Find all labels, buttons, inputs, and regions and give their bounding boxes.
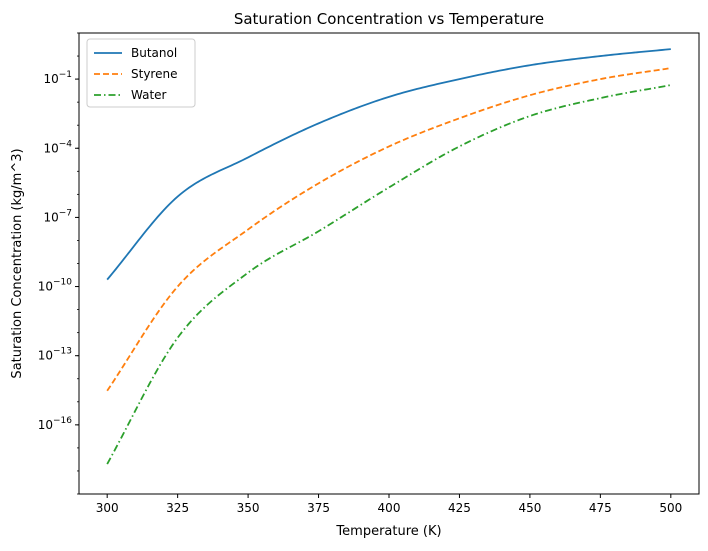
legend-label-butanol: Butanol — [131, 46, 177, 60]
y-tick-exponent: −4 — [59, 139, 73, 149]
y-tick-base: 10 — [43, 72, 58, 86]
y-tick-base: 10 — [43, 141, 58, 155]
x-tick-label: 425 — [448, 501, 471, 515]
chart-title: Saturation Concentration vs Temperature — [234, 10, 544, 28]
plot-area — [78, 32, 700, 495]
y-tick-base: 10 — [38, 349, 53, 363]
series-line-butanol — [106, 48, 671, 281]
series-layer — [106, 48, 671, 465]
x-tick-label: 475 — [589, 501, 612, 515]
y-axis-title: Saturation Concentration (kg/m^3) — [10, 148, 25, 378]
y-tick-label: 10−16 — [38, 416, 73, 432]
y-tick-label: 10−4 — [43, 139, 72, 155]
y-tick-exponent: −1 — [59, 70, 72, 80]
y-tick-base: 10 — [38, 280, 53, 294]
y-tick-label: 10−10 — [38, 278, 73, 294]
legend-label-water: Water — [131, 88, 167, 102]
series-line-water — [106, 84, 671, 465]
y-tick-exponent: −7 — [59, 208, 72, 218]
x-axis: 300 325 350 375 400 425 450 475 500 — [96, 494, 682, 515]
x-axis-title: Temperature (K) — [335, 524, 441, 539]
x-tick-label: 450 — [518, 501, 541, 515]
legend-label-styrene: Styrene — [131, 67, 177, 81]
y-tick-label: 10−13 — [38, 347, 72, 363]
x-tick-label: 400 — [378, 501, 401, 515]
x-tick-label: 300 — [96, 501, 119, 515]
y-tick-base: 10 — [43, 210, 58, 224]
x-tick-label: 375 — [307, 501, 330, 515]
y-tick-exponent: −16 — [53, 416, 72, 426]
legend: Butanol Styrene Water — [86, 38, 196, 108]
y-tick-exponent: −13 — [53, 347, 72, 357]
series-line-styrene — [106, 67, 671, 392]
y-tick-label: 10−7 — [43, 208, 72, 224]
y-tick-base: 10 — [38, 418, 53, 432]
x-tick-label: 325 — [166, 501, 189, 515]
x-tick-label: 500 — [659, 501, 682, 515]
y-tick-exponent: −10 — [53, 278, 72, 288]
x-tick-label: 350 — [237, 501, 260, 515]
y-tick-label: 10−1 — [43, 70, 72, 86]
legend-box — [86, 38, 196, 108]
